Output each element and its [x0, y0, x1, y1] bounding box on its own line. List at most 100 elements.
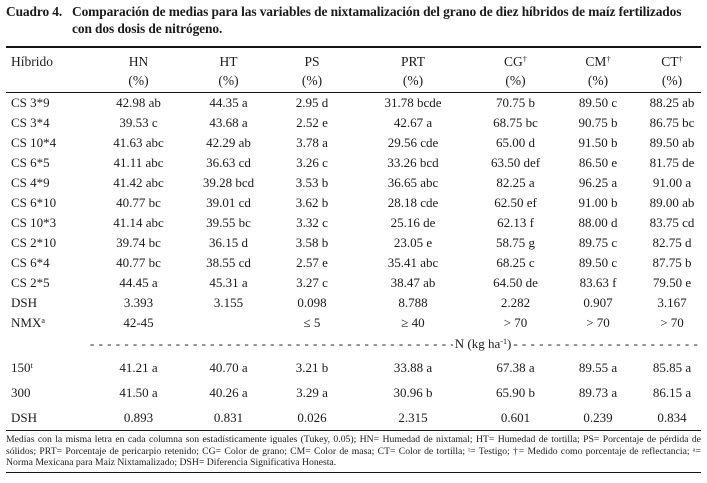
table-cell: 3.27 c: [296, 275, 328, 290]
table-cell: 39.28 bcd: [202, 175, 255, 190]
table-cell: 63.50 def: [490, 155, 541, 170]
table-cell: 89.00 ab: [649, 195, 695, 210]
table-cell: 85.85 a: [652, 360, 692, 375]
row-label: CS 6*10: [11, 195, 57, 210]
table-row-cs-3-9: CS 3*9 42.98 ab 44.35 a 2.95 d 31.78 bcde 70.…: [6, 93, 701, 114]
table-cell: 88.00 d: [578, 215, 618, 230]
table-row-cs-3-4: CS 3*4 39.53 c 43.68 a 2.52 e 42.67 a 68.75 b…: [6, 113, 701, 133]
table-cell: 81.75 de: [649, 155, 695, 170]
table-cell: 42.29 ab: [206, 135, 251, 150]
table-cell: 43.68 a: [209, 115, 248, 130]
row-label: NMXa: [11, 315, 45, 330]
column-header-ps: PS (%): [276, 47, 348, 93]
table-cell: 41.14 abc: [113, 215, 164, 230]
table-cell: 3.155: [213, 295, 244, 310]
table-cell: 65.00 d: [496, 135, 535, 150]
column-header-h-brido: Híbrido: [6, 47, 96, 93]
table-cell: 0.098: [297, 295, 327, 310]
row-label: CS 2*5: [11, 275, 50, 290]
table-cell: 2.95 d: [295, 95, 329, 110]
table-cell: 91.00 b: [578, 195, 618, 210]
caption-label: Cuadro 4.: [6, 4, 63, 19]
table-cell: 41.50 a: [119, 385, 158, 400]
table-cell: 3.21 b: [295, 360, 329, 375]
table-header: Híbrido HN (%) HT (%) PS (%) PRT (%) CG† (%) CM† (%)…: [6, 47, 701, 93]
table-cell: 3.62 b: [295, 195, 329, 210]
table-body: CS 3*9 42.98 ab 44.35 a 2.95 d 31.78 bcde 70.…: [6, 93, 701, 431]
table-cell: 2.57 e: [296, 255, 328, 270]
table-row-cs-6-5: CS 6*5 41.11 abc 36.63 cd 3.26 c 33.26 bcd 63…: [6, 153, 701, 173]
row-label: CS 4*9: [11, 175, 50, 190]
table-cell: 91.50 b: [578, 135, 618, 150]
table-cell: 36.63 cd: [206, 155, 251, 170]
table-cell: 39.74 bc: [116, 235, 161, 250]
table-cell: 67.38 a: [496, 360, 535, 375]
table-cell: 0.831: [181, 405, 276, 431]
table-row-dsh: DSH 0.893 0.831 0.026 2.315 0.601 0.239 0.834: [6, 405, 701, 431]
bottom-rule: [6, 471, 701, 473]
table-cell: [181, 313, 276, 333]
table-cell: 41.63 abc: [113, 135, 164, 150]
table-cell: 86.75 bc: [649, 115, 695, 130]
table-cell: 0.601: [478, 405, 553, 431]
table-cell: 8.788: [398, 295, 428, 310]
table-cell: ≤ 5: [303, 315, 321, 330]
table-cell: 0.834: [643, 405, 701, 431]
table-cell: 62.50 ef: [494, 195, 537, 210]
row-label: CS 10*3: [11, 215, 57, 230]
table-cell: 3.26 c: [296, 155, 328, 170]
table-cell: 39.55 bc: [206, 215, 251, 230]
table-cell: 0.026: [276, 405, 348, 431]
table-cell: 87.75 b: [652, 255, 692, 270]
table-row-cs-2-10: CS 2*10 39.74 bc 36.15 d 3.58 b 23.05 e 58.75…: [6, 233, 701, 253]
table-cell: 2.315: [348, 405, 478, 431]
caption-text: Comparación de medias para las variables…: [72, 4, 682, 36]
table-cell: 91.00 a: [652, 175, 692, 190]
table-row-cs-4-9: CS 4*9 41.42 abc 39.28 bcd 3.53 b 36.65 abc 8…: [6, 173, 701, 193]
table-cell: 44.45 a: [119, 275, 158, 290]
table-cell: 89.50 ab: [649, 135, 695, 150]
table-row-150: 150t 41.21 a 40.70 a 3.21 b 33.88 a 67.38 a 89…: [6, 355, 701, 380]
table-cell: 86.15 a: [652, 385, 692, 400]
table-cell: 86.50 e: [578, 155, 618, 170]
table-cell: 70.75 b: [496, 95, 535, 110]
table-row-dsh: DSH 3.393 3.155 0.098 8.788 2.282 0.907 3.167: [6, 293, 701, 313]
table-cell: 38.55 cd: [206, 255, 251, 270]
table-cell: 40.70 a: [209, 360, 248, 375]
table-cell: 2.52 e: [296, 115, 328, 130]
table-row-cs-2-5: CS 2*5 44.45 a 45.31 a 3.27 c 38.47 ab 64.50 …: [6, 273, 701, 293]
table-cell: 29.56 cde: [387, 135, 439, 150]
separator-dashes-left: - - - - - - - - - - - - - - - - - - - - …: [90, 336, 453, 351]
table-cell: 39.01 cd: [206, 195, 251, 210]
row-label: CS 6*4: [11, 255, 50, 270]
table-cell: 89.55 a: [578, 360, 618, 375]
table-cell: 42.67 a: [393, 115, 433, 130]
column-header-cg: CG† (%): [478, 47, 553, 93]
table-cell: 36.15 d: [209, 235, 248, 250]
column-header-hn: HN (%): [96, 47, 181, 93]
column-header-ht: HT (%): [181, 47, 276, 93]
table-cell: 88.25 ab: [649, 95, 695, 110]
table-cell: 3.167: [657, 295, 687, 310]
table-cell: 68.25 c: [496, 255, 535, 270]
table-cell: 41.21 a: [119, 360, 158, 375]
table-cell: 3.393: [123, 295, 154, 310]
table-row-cs-6-4: CS 6*4 40.77 bc 38.55 cd 2.57 e 35.41 abc 68.…: [6, 253, 701, 273]
row-label: CS 10*4: [11, 135, 57, 150]
table-cell: 44.35 a: [209, 95, 248, 110]
table-cell: 89.75 c: [578, 235, 618, 250]
table-cell: 0.239: [553, 405, 643, 431]
table-cell: 3.32 c: [296, 215, 328, 230]
nitrogen-separator: - - - - - - - - - - - - - - - - - - - - …: [6, 333, 701, 355]
header-row: Híbrido HN (%) HT (%) PS (%) PRT (%) CG† (%) CM† (%)…: [6, 47, 701, 93]
table-cell: 82.75 d: [652, 235, 692, 250]
table-cell: 33.88 a: [393, 360, 433, 375]
table-footnote: Medias con la misma letra en cada column…: [6, 434, 701, 469]
table-cell: 28.18 cde: [387, 195, 439, 210]
table-row-nmx: NMXa 42-45 ≤ 5 ≥ 40 > 70 > 70 > 70: [6, 313, 701, 333]
table-cell: 89.50 c: [578, 95, 618, 110]
table-cell: 79.50 e: [652, 275, 692, 290]
document-page: Cuadro 4. Comparación de medias para las…: [6, 4, 701, 473]
table-cell: 89.50 c: [578, 255, 618, 270]
table-cell: 64.50 de: [493, 275, 538, 290]
